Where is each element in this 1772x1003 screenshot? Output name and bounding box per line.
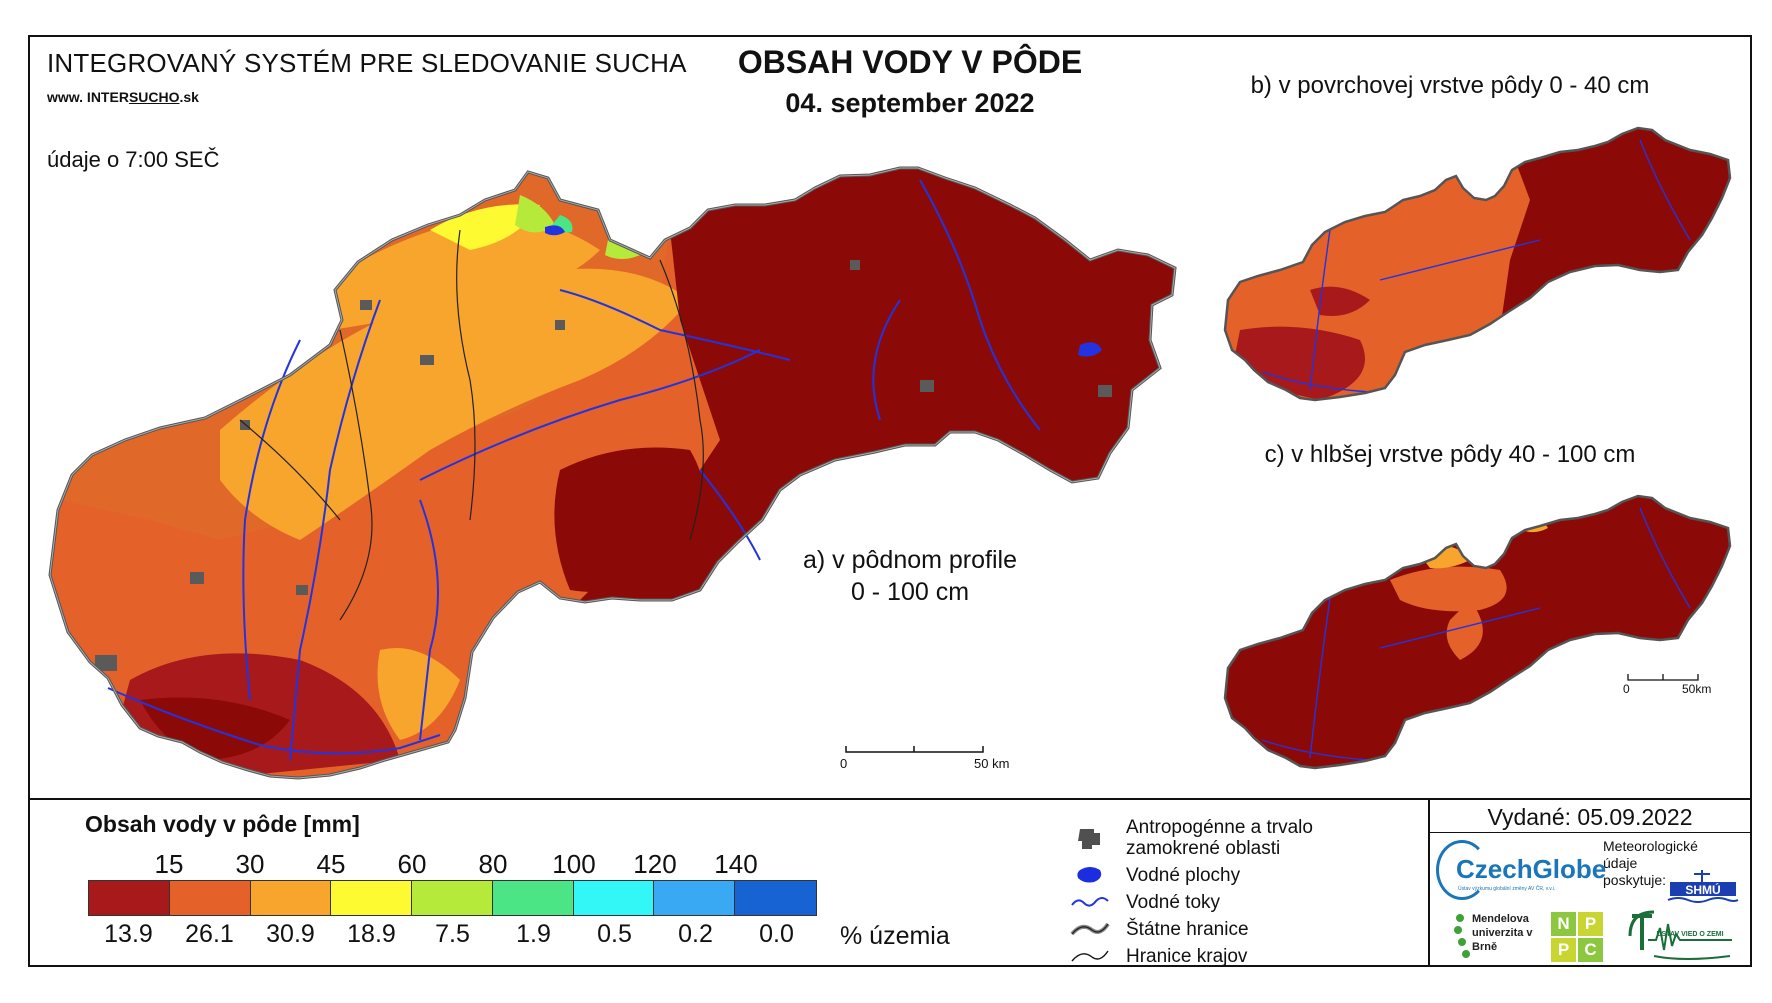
issued-divider bbox=[1428, 798, 1430, 967]
svg-text:ÚSTAV VIED O ZEMI: ÚSTAV VIED O ZEMI bbox=[1656, 929, 1723, 938]
legend-swatch bbox=[654, 881, 736, 915]
map-a-label: a) v pôdnom profile bbox=[802, 546, 1017, 574]
legend-swatch bbox=[412, 881, 493, 915]
scale-small-start: 0 bbox=[1623, 682, 1630, 696]
map-frame bbox=[28, 35, 1752, 967]
issued-underline bbox=[1428, 832, 1752, 833]
legend-title: Obsah vody v pôde [mm] bbox=[85, 811, 360, 837]
water-body-icon bbox=[1070, 862, 1110, 888]
state-border-icon bbox=[1070, 916, 1110, 942]
legend-threshold: 120 bbox=[633, 849, 677, 879]
legend-water-bodies: Vodné plochy bbox=[1070, 862, 1240, 888]
issued-date: Vydané: 05.09.2022 bbox=[1487, 804, 1693, 830]
percent-unit: % územia bbox=[840, 922, 950, 950]
map-a-depth: 0 - 100 cm bbox=[850, 578, 970, 606]
map-c-label: c) v hlbšej vrstve pôdy 40 - 100 cm bbox=[1264, 441, 1636, 468]
legend-percent: 13.9 bbox=[104, 920, 153, 948]
legend-water-streams: Vodné toky bbox=[1070, 889, 1220, 915]
legend-threshold: 100 bbox=[552, 849, 596, 879]
legend-state-borders: Štátne hranice bbox=[1070, 916, 1249, 942]
nppc-logo: N P P C bbox=[1551, 912, 1603, 962]
data-time: údaje o 7:00 SEČ bbox=[47, 147, 220, 172]
legend-threshold: 80 bbox=[478, 849, 508, 879]
legend-percent: 30.9 bbox=[266, 920, 315, 948]
legend-swatch bbox=[331, 881, 413, 915]
legend-colorbar bbox=[88, 880, 817, 916]
legend-percent: 1.9 bbox=[516, 920, 551, 948]
scale-main-start: 0 bbox=[840, 756, 848, 771]
legend-threshold: 30 bbox=[235, 849, 265, 879]
legend-percent: 26.1 bbox=[185, 920, 234, 948]
meteo-provider-text: Meteorologické údaje poskytuje: bbox=[1603, 838, 1698, 888]
main-title: OBSAH VODY V PÔDE bbox=[737, 44, 1083, 80]
legend-percent: 7.5 bbox=[435, 920, 470, 948]
earth-science-institute-logo: ÚSTAV VIED O ZEMI bbox=[1628, 910, 1732, 960]
map-b bbox=[1223, 126, 1732, 402]
map-a bbox=[48, 166, 1177, 780]
map-c bbox=[1223, 494, 1732, 770]
legend-swatch bbox=[492, 881, 574, 915]
legend-percent: 18.9 bbox=[347, 920, 396, 948]
system-title: INTEGROVANÝ SYSTÉM PRE SLEDOVANIE SUCHA bbox=[47, 48, 687, 78]
main-date: 04. september 2022 bbox=[785, 88, 1035, 118]
river-icon bbox=[1070, 889, 1110, 915]
legend-percent: 0.0 bbox=[759, 920, 794, 948]
scale-small-end: 50km bbox=[1682, 682, 1712, 696]
scale-bar-main bbox=[845, 746, 984, 753]
map-b-label: b) v povrchovej vrstve pôdy 0 - 40 cm bbox=[1250, 72, 1650, 99]
legend-swatch bbox=[735, 881, 817, 915]
svg-text:SHMÚ: SHMÚ bbox=[1685, 882, 1720, 897]
legend-threshold: 15 bbox=[154, 849, 184, 879]
legend-region-borders: Hranice krajov bbox=[1070, 943, 1247, 969]
legend-percent: 0.5 bbox=[597, 920, 632, 948]
shmu-logo: SHMÚ bbox=[1667, 870, 1739, 903]
legend-percent: 0.2 bbox=[678, 920, 713, 948]
scale-bar-small bbox=[1627, 674, 1699, 681]
legend-swatch bbox=[250, 881, 332, 915]
czechglobe-logo: CzechGlobe Ústav výzkumu globální změny … bbox=[1436, 836, 1606, 900]
anthropogenic-icon bbox=[1070, 825, 1110, 851]
legend-anthropogenic: Antropogénne a trvalo zamokrené oblasti bbox=[1070, 816, 1313, 860]
website-link[interactable]: www. INTERSUCHO.sk bbox=[47, 89, 199, 105]
legend-swatch bbox=[573, 881, 655, 915]
legend-swatch bbox=[169, 881, 251, 915]
mendel-university-logo: Mendelova univerzita v Brně bbox=[1452, 908, 1542, 964]
region-border-icon bbox=[1070, 943, 1110, 969]
legend-swatch bbox=[89, 881, 170, 915]
legend-divider bbox=[28, 798, 1752, 800]
legend-threshold: 45 bbox=[316, 849, 346, 879]
scale-main-end: 50 km bbox=[974, 756, 1010, 771]
legend-threshold: 140 bbox=[714, 849, 758, 879]
legend-threshold: 60 bbox=[397, 849, 427, 879]
